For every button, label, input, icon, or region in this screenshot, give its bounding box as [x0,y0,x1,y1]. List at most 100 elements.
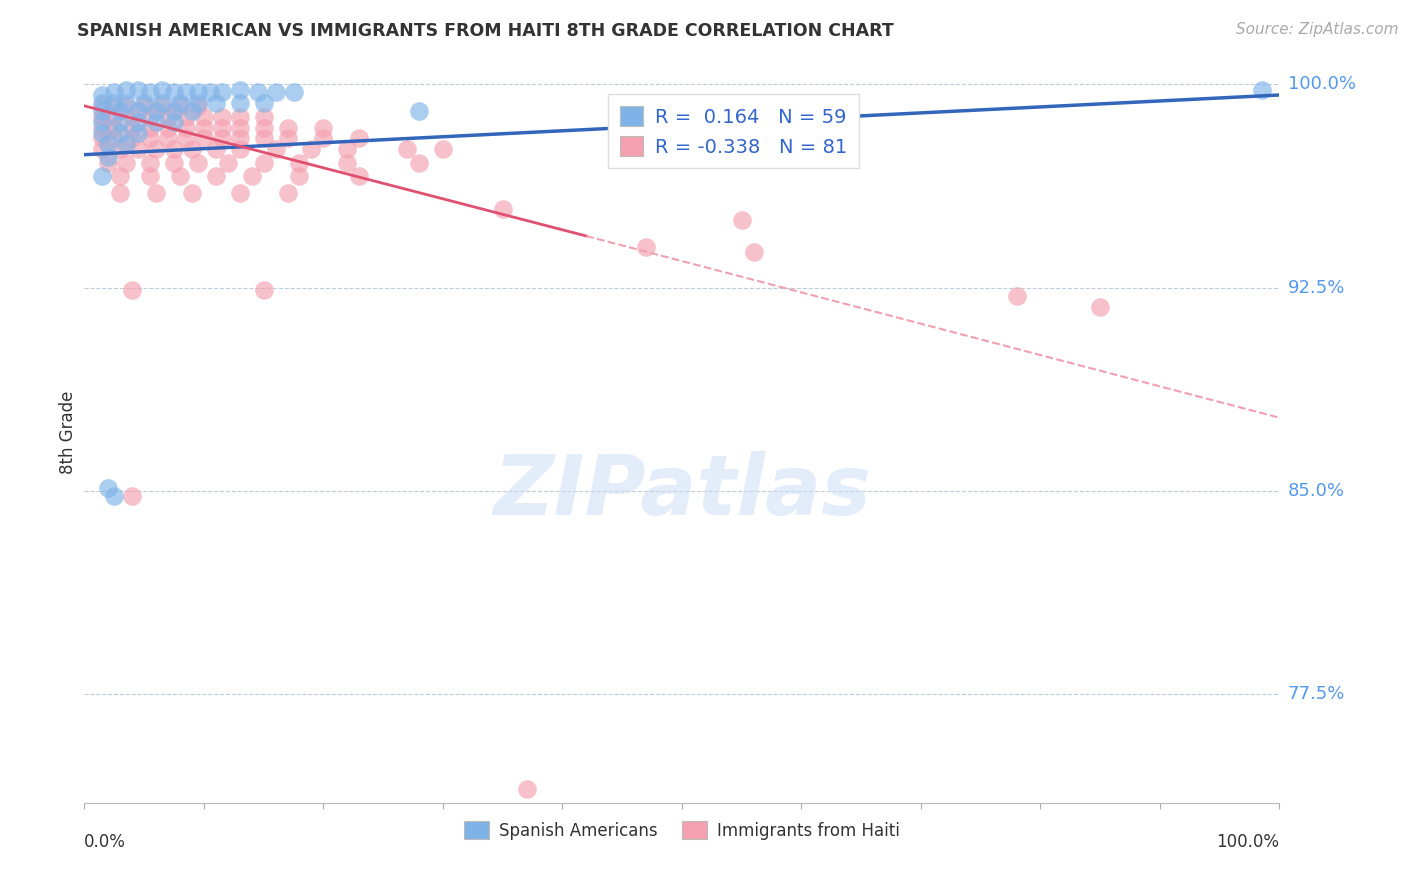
Point [163,85,186,99]
Point [145,142,167,156]
Point [110,126,132,140]
Y-axis label: 8th Grade: 8th Grade [59,391,77,475]
Point [97,136,120,151]
Point [97,481,120,495]
Point [211,110,233,124]
Point [91,142,114,156]
Point [121,131,143,145]
Point [408,155,430,169]
Point [115,96,138,111]
Point [127,82,149,96]
Point [277,120,299,135]
Point [150,82,173,96]
Point [91,115,114,129]
Text: ZIPatlas: ZIPatlas [494,451,870,533]
Point [91,169,114,184]
Point [229,131,252,145]
Point [127,126,149,140]
Point [229,96,252,111]
Point [174,120,197,135]
Point [217,155,239,169]
Point [187,99,209,113]
Point [103,99,125,113]
Point [253,120,276,135]
Point [91,96,114,111]
Point [229,110,252,124]
Text: 92.5%: 92.5% [1288,278,1346,296]
Point [205,169,228,184]
Point [181,104,204,119]
Point [115,155,138,169]
Point [157,131,180,145]
Point [253,131,276,145]
Point [110,115,132,129]
Point [1090,300,1112,314]
Point [103,120,125,135]
Text: SPANISH AMERICAN VS IMMIGRANTS FROM HAITI 8TH GRADE CORRELATION CHART: SPANISH AMERICAN VS IMMIGRANTS FROM HAIT… [77,22,894,40]
Point [396,142,419,156]
Point [636,240,658,254]
Text: 0.0%: 0.0% [84,833,127,851]
Point [150,99,173,113]
Point [121,110,143,124]
Point [169,96,191,111]
Point [127,115,149,129]
Point [145,115,167,129]
Point [169,99,191,113]
Point [139,131,162,145]
Point [283,85,305,99]
Point [103,96,125,111]
Point [91,120,114,135]
Point [198,85,221,99]
Point [181,186,204,200]
Point [336,142,359,156]
Point [121,283,143,297]
Point [253,110,276,124]
Point [277,131,299,145]
Point [169,169,191,184]
Point [115,82,138,96]
Point [516,782,538,797]
Point [253,283,276,297]
Point [1005,288,1028,302]
Point [187,155,209,169]
Point [110,142,132,156]
Point [145,104,167,119]
Point [110,104,132,119]
Point [181,142,204,156]
Point [97,155,120,169]
Point [174,110,197,124]
Point [91,126,114,140]
Point [301,142,323,156]
Point [408,104,430,119]
Point [229,82,252,96]
Point [91,87,114,102]
Point [336,155,359,169]
Point [731,212,754,227]
Point [163,104,186,119]
Point [193,120,215,135]
Point [349,131,371,145]
Point [132,96,156,111]
Point [211,120,233,135]
Point [312,131,335,145]
Point [163,115,186,129]
Point [288,169,311,184]
Point [492,202,515,216]
Point [205,142,228,156]
Point [253,155,276,169]
Point [163,155,186,169]
Point [127,142,149,156]
Point [115,136,138,151]
Point [145,186,167,200]
Text: 100.0%: 100.0% [1216,833,1279,851]
Point [193,131,215,145]
Point [103,85,125,99]
Point [127,104,149,119]
Point [139,155,162,169]
Text: 77.5%: 77.5% [1288,685,1346,703]
Point [139,85,162,99]
Point [103,489,125,503]
Point [229,186,252,200]
Point [1250,82,1272,96]
